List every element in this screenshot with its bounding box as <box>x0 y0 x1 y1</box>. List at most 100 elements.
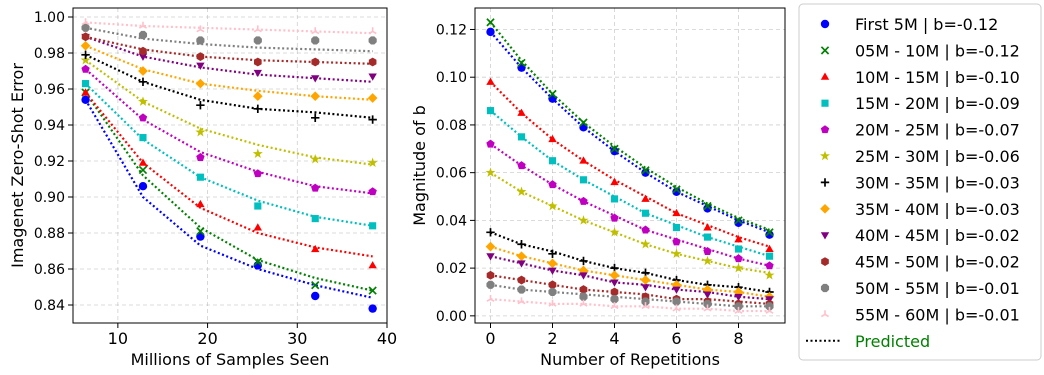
left-chart: 10 20 30 40 0.84 0.86 0.88 0.90 0.92 0.94 0.96 0.98… <box>8 7 397 369</box>
legend-label-7: 35M - 40M | b=-0.03 <box>855 200 1020 219</box>
right-point-5-6 <box>671 248 682 259</box>
right-point-10-8 <box>734 302 743 311</box>
right-point-9-0 <box>486 270 495 280</box>
left-point-7-1 <box>138 66 148 76</box>
right-point-4-3 <box>579 196 588 205</box>
right-point-6-1 <box>517 240 526 249</box>
right-point-4-1 <box>517 161 526 170</box>
right-point-0-4 <box>610 146 619 156</box>
left-predicted-line-2 <box>84 91 373 258</box>
left-point-3-1 <box>139 134 147 142</box>
left-point-8-1 <box>138 53 148 61</box>
legend-label-11: 55M - 60M | b=-0.01 <box>855 305 1020 324</box>
right-point-3-0 <box>486 107 495 115</box>
left-predicted-line-6 <box>85 53 373 119</box>
right-point-5-5 <box>640 239 651 249</box>
legend-label-2: 10M - 15M | b=-0.10 <box>855 68 1020 87</box>
left-point-2-1 <box>138 158 148 166</box>
right-point-8-7 <box>703 291 712 299</box>
right-point-9-1 <box>517 275 526 285</box>
right-point-1-9 <box>765 228 774 237</box>
left-point-11-4 <box>311 27 320 35</box>
left-point-11-1 <box>138 21 148 29</box>
right-point-3-8 <box>734 245 743 253</box>
left-point-1-5 <box>368 286 377 295</box>
right-point-7-7 <box>702 284 713 295</box>
legend-box <box>798 3 1042 361</box>
right-point-1-4 <box>610 144 619 153</box>
left-x-axis-label: Millions of Samples Seen <box>131 350 330 369</box>
legend-marker-7 <box>820 203 830 214</box>
left-point-5-2 <box>195 126 206 137</box>
left-point-9-0 <box>81 32 90 42</box>
right-point-7-6 <box>671 279 682 290</box>
left-point-7-3 <box>252 91 263 102</box>
left-point-1-4 <box>311 281 320 290</box>
right-point-2-1 <box>517 108 526 116</box>
right-point-2-9 <box>765 244 774 252</box>
right-point-9-3 <box>579 285 588 294</box>
right-point-11-8 <box>734 306 743 314</box>
right-point-1-8 <box>734 216 743 225</box>
left-point-7-5 <box>367 93 378 103</box>
left-point-4-1 <box>138 113 148 122</box>
right-ytick-label-2: 0.04 <box>436 213 467 229</box>
left-point-0-1 <box>138 182 148 191</box>
right-point-8-3 <box>579 272 588 280</box>
legend-label-6: 30M - 35M | b=-0.03 <box>855 173 1020 192</box>
right-predicted-line-5 <box>489 171 770 274</box>
right-point-4-7 <box>703 247 712 255</box>
right-point-11-4 <box>610 302 619 310</box>
right-point-10-1 <box>517 285 526 294</box>
left-point-0-0 <box>81 95 90 105</box>
left-point-11-2 <box>196 25 205 33</box>
right-point-7-5 <box>640 275 651 285</box>
right-point-5-2 <box>547 200 558 211</box>
right-point-10-2 <box>548 287 557 297</box>
right-point-7-8 <box>733 287 744 297</box>
left-predicted-line-11 <box>85 21 373 35</box>
right-point-8-1 <box>517 260 526 268</box>
right-point-10-9 <box>765 302 774 311</box>
right-point-1-0 <box>486 18 495 27</box>
right-point-4-0 <box>486 139 495 148</box>
left-point-11-3 <box>253 25 262 33</box>
right-point-3-7 <box>703 233 712 241</box>
right-predicted-line-7 <box>490 245 770 298</box>
left-point-8-4 <box>311 75 320 83</box>
right-point-10-4 <box>610 295 619 304</box>
right-ytick-label-5: 0.10 <box>436 70 467 86</box>
right-point-5-3 <box>578 215 589 225</box>
left-predicted-line-5 <box>84 59 373 166</box>
right-point-4-9 <box>765 261 774 270</box>
right-ytick-label-6: 0.12 <box>436 22 467 38</box>
left-point-0-4 <box>311 291 320 301</box>
legend-label-0: First 5M | b=-0.12 <box>855 15 998 34</box>
right-point-11-3 <box>579 299 588 307</box>
left-point-10-5 <box>368 36 377 45</box>
legend-label-8: 40M - 45M | b=-0.02 <box>855 226 1020 245</box>
left-point-5-3 <box>252 148 263 159</box>
left-point-4-5 <box>368 187 377 196</box>
right-predicted-line-11 <box>490 298 770 313</box>
right-point-3-9 <box>765 252 774 260</box>
legend-marker-11 <box>820 310 830 318</box>
right-point-2-4 <box>610 177 619 186</box>
right-point-1-5 <box>641 166 650 175</box>
legend-marker-1 <box>820 46 830 55</box>
right-ytick-label-4: 0.08 <box>436 118 467 134</box>
left-point-2-3 <box>253 223 262 231</box>
right-point-3-6 <box>672 223 681 232</box>
left-point-1-2 <box>196 227 205 236</box>
right-frame <box>474 7 786 324</box>
right-point-7-0 <box>485 241 496 252</box>
left-point-10-3 <box>253 36 262 45</box>
right-point-10-7 <box>703 299 712 308</box>
left-point-8-2 <box>196 62 205 70</box>
left-point-6-1 <box>138 77 148 86</box>
right-point-1-2 <box>548 89 557 99</box>
right-point-10-0 <box>486 280 495 289</box>
right-point-0-5 <box>641 168 650 177</box>
left-point-3-2 <box>196 173 204 181</box>
left-point-2-2 <box>196 199 205 208</box>
